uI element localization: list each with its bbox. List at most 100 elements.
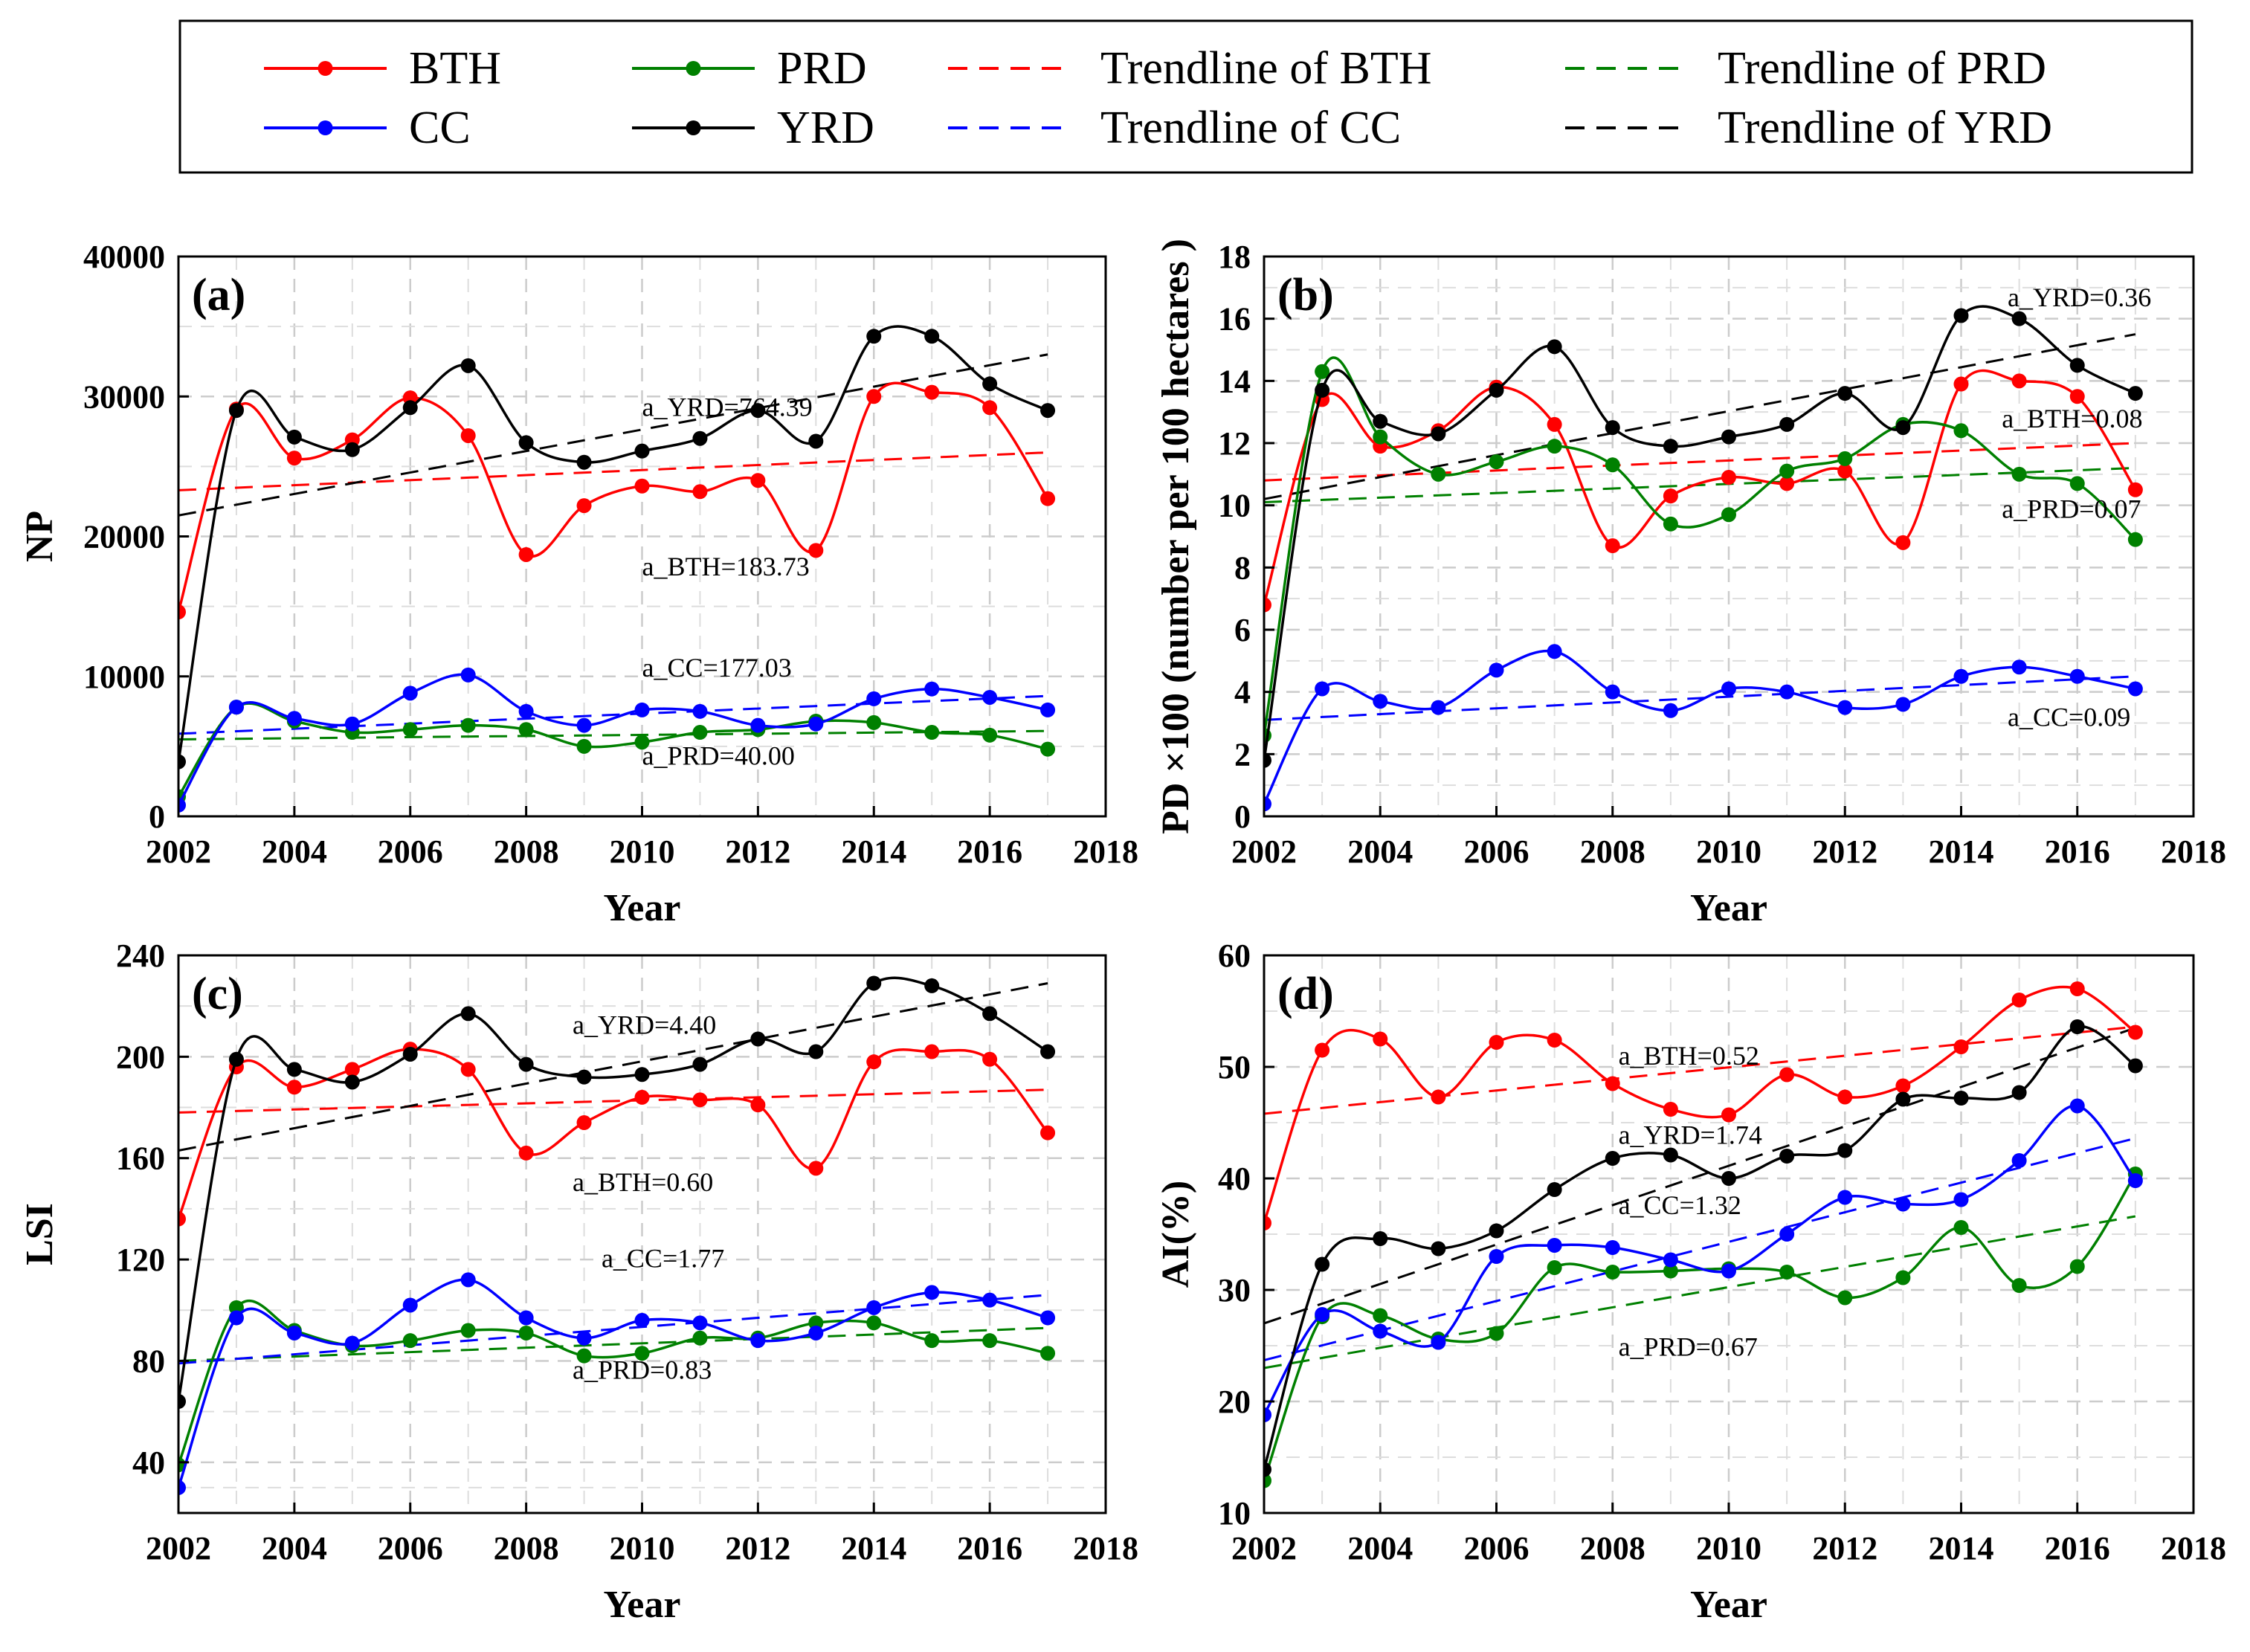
panel-b-point-prd-2012 [1837,451,1853,466]
panel-c-point-yrd-2007 [460,1006,476,1022]
panel-c-point-prd-2007 [460,1323,476,1338]
panel-d-point-bth-2011 [1779,1067,1795,1082]
panel-c: a_YRD=4.40 a_BTH=0.60 a_CC=1.77 a_PRD=0.83 2… [19,938,1138,1626]
panel-a-point-cc-2013 [808,716,824,732]
panel-b: a_YRD=0.36 a_BTH=0.08 a_PRD=0.07 a_CC=0.09 2… [1155,239,2226,929]
panel-d-label: (d) [1277,969,1334,1019]
panel-b-xtick-label-2008: 2008 [1580,833,1645,870]
panel-c-point-prd-2009 [576,1348,592,1364]
panel-b-point-bth-2002 [1264,597,1271,613]
panel-d-point-yrd-2002 [1264,1462,1271,1477]
panel-a-point-prd-2014 [866,714,882,730]
panel-b-ytick-label-12: 12 [1218,425,1251,462]
panel-a-label: (a) [192,270,245,320]
panel-b-ytick-label-6: 6 [1234,612,1251,648]
panel-a-point-bth-2012 [750,473,766,488]
panel-a-point-bth-2017 [1040,491,1056,506]
panel-c-point-bth-2005 [344,1062,360,1077]
panel-c-point-cc-2014 [866,1300,882,1315]
panel-b-trendline-of-yrd [1264,333,2136,500]
panel-c-point-cc-2013 [808,1325,824,1340]
panel-c-point-yrd-2006 [402,1046,418,1062]
panel-c-point-prd-2010 [634,1346,650,1361]
panel-d-point-cc-2002 [1264,1407,1271,1422]
panel-d-trendline-of-cc [1264,1137,2136,1361]
panel-c-ytick-label-240: 240 [116,938,165,974]
panel-c-xtick-label-2012: 2012 [725,1530,790,1567]
panel-c-point-prd-2008 [518,1325,534,1340]
panel-d-xtick-label-2002: 2002 [1231,1530,1297,1567]
panel-d-point-bth-2016 [2069,981,2085,996]
panel-b-point-yrd-2008 [1605,420,1620,436]
legend-marker-prd [686,61,701,76]
panel-d-point-prd-2004 [1373,1308,1388,1323]
panel-c-point-cc-2006 [402,1297,418,1313]
panel-d-xtick-label-2008: 2008 [1580,1530,1645,1567]
panel-d-point-prd-2012 [1837,1290,1853,1306]
panel-c-annotation-a-yrd-4-40: a_YRD=4.40 [573,1010,716,1040]
panel-c-point-prd-2006 [402,1333,418,1349]
panel-d-point-prd-2016 [2069,1259,2085,1274]
panel-a-point-yrd-2004 [286,429,302,445]
panel-d-point-cc-2017 [2127,1173,2143,1188]
panel-c-point-yrd-2010 [634,1067,650,1082]
panel-b-point-yrd-2016 [2069,358,2085,373]
panel-a-point-cc-2007 [460,667,476,683]
panel-a-ylabel: NP [19,511,61,562]
panel-d-point-yrd-2016 [2069,1019,2085,1034]
panel-a-point-cc-2017 [1040,702,1056,717]
panel-b-point-cc-2004 [1373,694,1388,709]
panel-b-xtick-label-2010: 2010 [1696,833,1761,870]
legend-label-trendline-of-yrd: Trendline of YRD [1718,103,2052,153]
panel-c-point-bth-2009 [576,1115,592,1130]
panel-a-annotation-a-cc-177-03: a_CC=177.03 [642,653,792,683]
panel-c-trendline-of-bth [178,1088,1048,1114]
panel-b-point-prd-2017 [2127,532,2143,547]
panel-c-point-cc-2004 [286,1325,302,1340]
panel-c-point-bth-2007 [460,1062,476,1077]
panel-d-xtick-label-2006: 2006 [1464,1530,1529,1567]
panel-c-point-cc-2007 [460,1272,476,1288]
panel-b-point-cc-2013 [1895,697,1911,712]
panel-b-xtick-label-2014: 2014 [1929,833,1994,870]
panel-c-point-bth-2010 [634,1089,650,1105]
panel-d-point-prd-2011 [1779,1265,1795,1280]
panel-b-trendline-of-cc [1264,675,2135,721]
panel-b-point-prd-2015 [2011,466,2027,482]
panel-a-point-bth-2016 [982,400,998,416]
panel-a-ytick-label-10000: 10000 [83,659,165,695]
panel-d-point-prd-2015 [2011,1278,2027,1293]
panel-c-point-cc-2003 [228,1310,244,1326]
panel-a-trendline-of-yrd [178,353,1048,517]
panel-c-point-yrd-2003 [228,1051,244,1067]
panel-d-point-cc-2007 [1547,1238,1562,1253]
panel-d-point-yrd-2012 [1837,1143,1853,1158]
panel-b-point-prd-2009 [1663,516,1678,532]
legend-label-trendline-of-prd: Trendline of PRD [1718,43,2046,94]
panel-d-point-bth-2006 [1489,1035,1504,1050]
panel-b-point-cc-2006 [1489,662,1504,678]
panel-a-point-yrd-2006 [402,400,418,416]
panel-a-point-yrd-2012 [750,403,766,419]
panel-a-xtick-label-2006: 2006 [378,833,443,870]
panel-d-annotation-a-cc-1-32: a_CC=1.32 [1619,1190,1741,1220]
panel-d-point-prd-2014 [1953,1220,1969,1235]
panel-a-point-prd-2015 [924,725,940,741]
legend-label-trendline-of-cc: Trendline of CC [1100,103,1401,153]
panel-d-point-cc-2011 [1779,1227,1795,1242]
panel-d-point-yrd-2007 [1547,1182,1562,1197]
legend-marker-cc [317,120,333,135]
panel-b-point-cc-2015 [2011,659,2027,675]
panel-b-xtick-label-2006: 2006 [1464,833,1529,870]
panel-b-point-yrd-2007 [1547,339,1562,355]
panel-a-point-prd-2010 [634,735,650,750]
panel-d-point-yrd-2013 [1895,1091,1911,1107]
panel-d-point-bth-2014 [1953,1039,1969,1054]
panel-c-ytick-label-40: 40 [132,1445,165,1481]
panel-d-xtick-label-2018: 2018 [2161,1530,2226,1567]
panel-c-point-bth-2014 [866,1054,882,1070]
panel-b-xtick-label-2004: 2004 [1347,833,1413,870]
panel-c-point-cc-2012 [750,1333,766,1349]
panel-d-ytick-label-10: 10 [1218,1495,1251,1532]
panel-d-point-cc-2016 [2069,1098,2085,1114]
